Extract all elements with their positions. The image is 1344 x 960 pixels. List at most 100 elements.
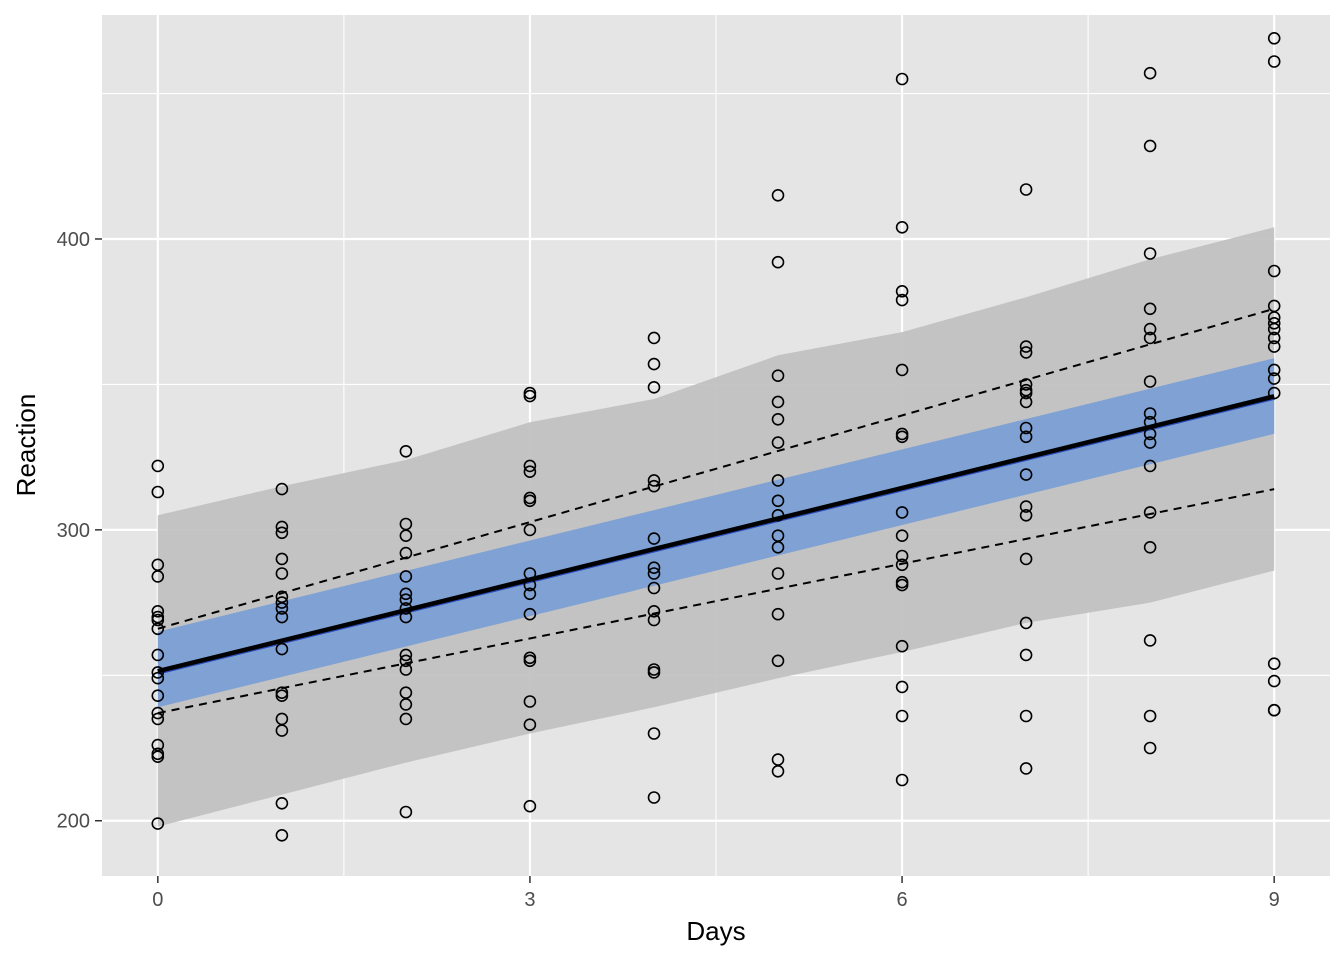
data-point [1019,183,1033,196]
data-point [151,750,165,764]
data-point [771,607,785,621]
data-point [523,654,537,668]
data-point [647,666,661,679]
data-point [771,436,785,449]
data-point [1019,508,1033,522]
data-point [1267,264,1281,278]
data-points [151,31,1281,842]
data-point [771,654,785,668]
data-point [275,520,289,534]
data-point [151,666,165,679]
data-point [399,712,413,726]
data-point [895,430,909,444]
data-point [523,459,537,473]
data-point [151,689,165,703]
data-point [895,773,909,787]
data-point [895,639,909,653]
data-point [1267,386,1281,400]
data-point [1143,375,1157,388]
data-point [399,593,413,607]
data-point [151,712,165,726]
data-point [647,561,661,575]
data-point [275,482,289,496]
data-point [895,72,909,86]
data-point [1143,459,1157,473]
x-tick-label: 3 [524,889,535,911]
data-point [1019,648,1033,662]
data-point [647,380,661,394]
data-point [151,613,165,627]
data-point [523,799,537,813]
data-point [895,558,909,572]
data-point [275,602,289,615]
data-point [1019,430,1033,444]
data-point [771,255,785,269]
x-tick-label: 9 [1269,889,1280,911]
data-point [1143,247,1157,260]
data-point [275,724,289,737]
data-point [647,474,661,487]
data-point [399,444,413,458]
data-point [647,581,661,595]
data-point [275,828,289,842]
data-point [895,549,909,563]
data-point [523,465,537,479]
regression-line [157,394,1275,675]
data-point [1267,703,1281,717]
y-tick-label: 400 [57,229,90,251]
data-point [647,613,661,627]
data-point [1267,322,1281,336]
data-point [647,479,661,493]
data-point [523,523,537,537]
data-point [647,331,661,345]
data-point [523,578,537,592]
data-point [647,727,661,740]
data-point [771,508,785,522]
data-point [647,532,661,545]
data-point [151,604,165,618]
x-axis-title: Days [686,916,745,946]
data-point [771,567,785,580]
data-point [771,395,785,409]
data-point [1019,340,1033,353]
data-point [151,570,165,583]
data-point [895,363,909,377]
y-tick-label: 200 [57,811,90,833]
data-point [1143,139,1157,153]
data-point [1019,552,1033,566]
data-point [275,596,289,609]
data-point [399,663,413,676]
data-point [399,602,413,615]
data-point [1143,634,1157,647]
data-point [771,494,785,508]
data-point [771,764,785,778]
data-point [647,567,661,580]
data-point [151,817,165,830]
data-point [895,578,909,592]
data-point [895,284,909,298]
data-point [647,604,661,618]
data-point [1019,500,1033,513]
data-point [151,459,165,473]
data-point [1267,55,1281,68]
data-point [1267,363,1281,377]
data-point [275,796,289,810]
data-point [771,412,785,426]
data-point [1143,540,1157,554]
data-point [1267,340,1281,353]
data-point [1143,436,1157,449]
data-point [399,805,413,819]
dashed-line-upper [157,307,1275,630]
data-point [399,698,413,711]
data-point [1267,31,1281,45]
x-tick-label: 0 [152,889,163,911]
data-point [895,221,909,234]
data-point [523,607,537,621]
data-point [399,654,413,668]
data-point [523,494,537,508]
data-point [771,474,785,487]
data-point [1019,386,1033,400]
data-point [151,706,165,720]
data-point [275,567,289,580]
